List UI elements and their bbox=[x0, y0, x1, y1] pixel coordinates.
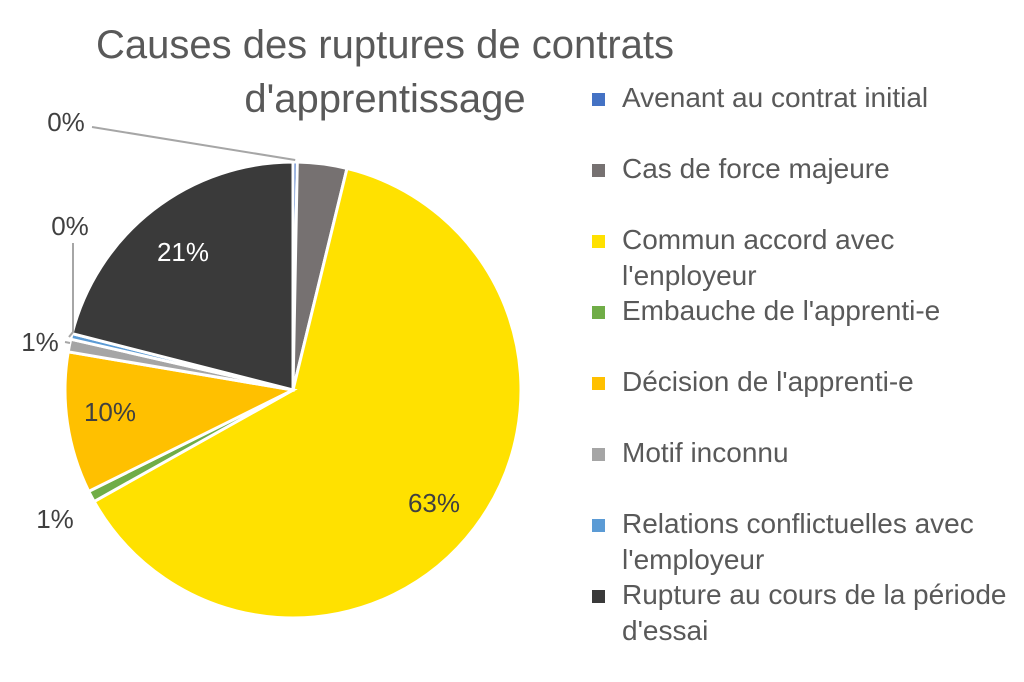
data-label-embauche-de-l-apprenti-e: 1% bbox=[36, 504, 74, 534]
data-labels: 63% 1% 10% 1% 0% 21% 0% bbox=[21, 107, 460, 534]
legend-item-relations-conflictuelles: Relations conflictuelles avec l'employeu… bbox=[592, 502, 1017, 575]
leader-line-relations-conflictuelles-avec-l-employeur bbox=[68, 243, 74, 338]
legend-label: Embauche de l'apprenti-e bbox=[622, 295, 941, 326]
legend-item-periode-essai: Rupture au cours de la période d'essai bbox=[592, 573, 1017, 646]
legend-item-motif-inconnu: Motif inconnu bbox=[592, 431, 1017, 502]
legend-swatch bbox=[592, 519, 605, 532]
legend-label: Relations conflictuelles avec l'employeu… bbox=[622, 508, 974, 575]
legend-swatch bbox=[592, 590, 605, 603]
leader-line-avenant-au-contrat-initial bbox=[91, 126, 296, 161]
legend: Avenant au contrat initial Cas de force … bbox=[592, 76, 1017, 646]
legend-label: Commun accord avec l'enployeur bbox=[622, 224, 895, 291]
data-label-commun-accord-avec-l-enployeur: 63% bbox=[408, 488, 460, 518]
legend-swatch bbox=[592, 164, 605, 177]
chart-title: Causes des ruptures de contrats d'appren… bbox=[60, 18, 710, 126]
chart-title-line-2: d'apprentissage bbox=[244, 77, 526, 121]
pie-slice-decision-de-l-apprenti-e bbox=[63, 350, 298, 494]
legend-swatch bbox=[592, 448, 605, 461]
pie-chart: 63% 1% 10% 1% 0% 21% 0% bbox=[21, 107, 523, 620]
legend-label: Rupture au cours de la période d'essai bbox=[622, 579, 1007, 646]
data-label-relations-conflictuelles-avec-l-employeur: 0% bbox=[51, 211, 89, 241]
legend-item-force-majeure: Cas de force majeure bbox=[592, 147, 1017, 218]
legend-label: Avenant au contrat initial bbox=[622, 82, 929, 113]
legend-item-commun-accord: Commun accord avec l'enployeur bbox=[592, 218, 1017, 291]
data-label-motif-inconnu: 1% bbox=[21, 327, 59, 357]
leader-line-motif-inconnu bbox=[64, 341, 71, 344]
pie-slices bbox=[63, 160, 523, 620]
data-label-rupture-au-cours-de-la-periode-d-essai: 21% bbox=[157, 237, 209, 267]
legend-label: Cas de force majeure bbox=[622, 153, 890, 184]
legend-swatch bbox=[592, 235, 605, 248]
chart-title-line-1: Causes des ruptures de contrats bbox=[95, 23, 675, 67]
legend-swatch bbox=[592, 93, 605, 106]
pie-slice-commun-accord-avec-l-enployeur bbox=[92, 166, 523, 620]
legend-swatch bbox=[592, 306, 605, 319]
legend-label: Motif inconnu bbox=[622, 437, 789, 468]
pie-slice-rupture-au-cours-de-la-periode-d-essai bbox=[70, 160, 295, 392]
data-label-avenant-au-contrat-initial: 0% bbox=[47, 107, 85, 137]
legend-item-avenant: Avenant au contrat initial bbox=[592, 76, 1017, 147]
data-label-decision-de-l-apprenti-e: 10% bbox=[84, 397, 136, 427]
legend-item-decision: Décision de l'apprenti-e bbox=[592, 360, 1017, 431]
legend-item-embauche: Embauche de l'apprenti-e bbox=[592, 289, 1017, 360]
legend-swatch bbox=[592, 377, 605, 390]
leader-lines bbox=[64, 126, 296, 344]
legend-label: Décision de l'apprenti-e bbox=[622, 366, 914, 397]
